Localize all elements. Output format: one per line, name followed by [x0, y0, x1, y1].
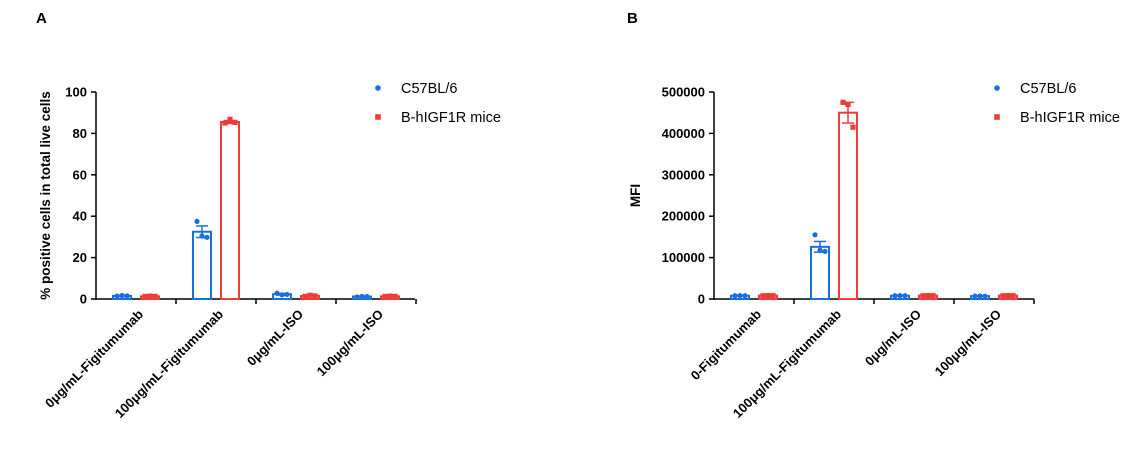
legend-label: C57BL/6 [401, 81, 457, 97]
legend-marker-b-higf1r [375, 114, 381, 120]
legend-marker-c57bl6 [375, 85, 381, 91]
legend-label: B-hIGF1R mice [401, 110, 501, 126]
data-point-b-higf1r [925, 293, 931, 299]
data-point-b-higf1r [1010, 293, 1016, 299]
data-point-c57bl6 [279, 292, 285, 298]
data-point-c57bl6 [119, 292, 125, 299]
bar-b-higf1r [220, 121, 240, 300]
data-point-c57bl6 [902, 293, 908, 299]
data-point-c57bl6 [274, 290, 280, 296]
panel-b-chart: 0 100000 200000 300000 400000 500000 MFI 0-Figi… [628, 81, 1120, 421]
data-point-b-higf1r [845, 101, 851, 108]
y-axis-title: MFI [628, 184, 643, 207]
data-point-c57bl6 [124, 293, 130, 299]
data-point-b-higf1r [227, 116, 233, 122]
data-point-c57bl6 [892, 293, 898, 299]
bar-c57bl6 [810, 245, 830, 300]
data-point-c57bl6 [972, 293, 978, 299]
data-point-c57bl6 [359, 293, 365, 299]
data-point-b-higf1r [307, 292, 313, 298]
y-tick-label: 500000 [662, 85, 705, 100]
y-tick-label: 40 [73, 209, 87, 224]
data-point-b-higf1r [850, 124, 856, 130]
data-point-c57bl6 [194, 218, 200, 224]
legend-label: B-hIGF1R mice [1020, 110, 1120, 126]
data-point-b-higf1r [222, 120, 228, 126]
data-point-c57bl6 [977, 293, 983, 299]
data-point-b-higf1r [387, 293, 393, 299]
bar-c57bl6 [192, 230, 212, 301]
data-point-b-higf1r [765, 293, 771, 299]
data-point-b-higf1r [1005, 293, 1011, 299]
y-tick-label: 300000 [662, 167, 705, 182]
data-point-c57bl6 [817, 247, 823, 253]
data-point-b-higf1r [930, 293, 936, 299]
data-point-b-higf1r [147, 293, 153, 299]
x-category-label: 0μg/mL-ISO [862, 307, 924, 369]
y-tick-label: 20 [73, 250, 87, 265]
data-point-b-higf1r [760, 293, 766, 299]
data-point-b-higf1r [302, 293, 308, 299]
data-point-c57bl6 [732, 293, 738, 299]
data-point-b-higf1r [142, 293, 148, 300]
legend-label: C57BL/6 [1020, 81, 1076, 97]
data-point-c57bl6 [982, 293, 988, 299]
data-point-c57bl6 [364, 293, 370, 300]
data-point-c57bl6 [737, 293, 743, 299]
x-category-label: 100μg/mL-ISO [932, 307, 1004, 379]
data-point-b-higf1r [232, 119, 238, 126]
y-axis-title: % positive cells in total live cells [38, 91, 53, 300]
x-category-label: 100μg/mL-ISO [314, 307, 386, 379]
data-point-b-higf1r [392, 293, 398, 299]
y-tick-label: 200000 [662, 209, 705, 224]
x-category-label: 0-Figitumumab [688, 306, 765, 383]
data-point-c57bl6 [354, 294, 360, 300]
data-point-c57bl6 [284, 291, 290, 298]
data-point-c57bl6 [822, 248, 828, 254]
y-tick-label: 0 [80, 292, 87, 307]
panel-a-chart: 0 20 40 60 80 100 % positive cells in total li… [38, 81, 501, 421]
legend-marker-b-higf1r [994, 114, 1000, 120]
x-category-label: 0μg/mL-ISO [244, 307, 306, 369]
panel-a-label: A [36, 10, 47, 27]
y-tick-label: 100000 [662, 250, 705, 265]
data-point-b-higf1r [382, 293, 388, 300]
y-tick-label: 100 [65, 85, 87, 100]
legend-marker-c57bl6 [994, 85, 1000, 91]
data-point-c57bl6 [204, 234, 210, 240]
data-point-c57bl6 [199, 233, 205, 239]
data-point-c57bl6 [114, 293, 120, 299]
bar-b-higf1r [838, 111, 858, 300]
data-point-b-higf1r [312, 293, 318, 299]
data-point-b-higf1r [920, 293, 926, 299]
y-tick-label: 0 [698, 292, 705, 307]
data-point-b-higf1r [152, 293, 158, 299]
data-point-b-higf1r [840, 99, 846, 105]
data-point-c57bl6 [897, 293, 903, 299]
data-point-c57bl6 [742, 293, 748, 299]
y-tick-label: 80 [73, 126, 87, 141]
data-point-b-higf1r [770, 293, 776, 299]
data-point-b-higf1r [1000, 293, 1006, 299]
data-point-c57bl6 [812, 232, 818, 238]
panel-b-label: B [627, 10, 638, 27]
y-tick-label: 400000 [662, 126, 705, 141]
y-tick-label: 60 [73, 167, 87, 182]
